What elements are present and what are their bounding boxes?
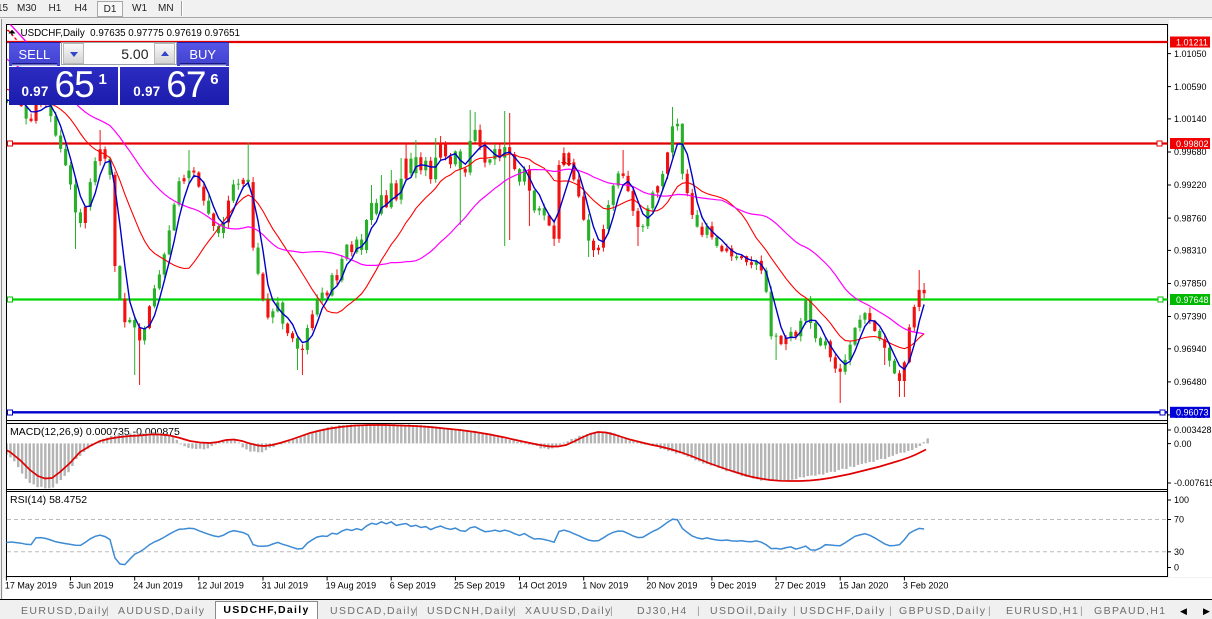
- svg-text:30: 30: [1174, 547, 1184, 557]
- svg-text:0.97850: 0.97850: [1174, 279, 1207, 289]
- svg-text:25 Sep 2019: 25 Sep 2019: [454, 581, 505, 591]
- svg-text:0.00: 0.00: [1174, 439, 1192, 449]
- svg-text:0.97648: 0.97648: [1176, 295, 1209, 305]
- svg-text:1.01050: 1.01050: [1174, 49, 1207, 59]
- svg-text:17 May 2019: 17 May 2019: [5, 581, 57, 591]
- svg-text:100: 100: [1174, 495, 1189, 505]
- svg-text:31 Jul 2019: 31 Jul 2019: [262, 581, 309, 591]
- svg-text:1 Nov 2019: 1 Nov 2019: [582, 581, 628, 591]
- svg-text:-0.007615: -0.007615: [1174, 478, 1212, 488]
- svg-text:0.98310: 0.98310: [1174, 246, 1207, 256]
- svg-text:0.96073: 0.96073: [1176, 408, 1209, 418]
- svg-text:1.01211: 1.01211: [1176, 37, 1208, 47]
- svg-text:3 Feb 2020: 3 Feb 2020: [903, 581, 949, 591]
- svg-text:12 Jul 2019: 12 Jul 2019: [197, 581, 244, 591]
- svg-text:1.00140: 1.00140: [1174, 114, 1207, 124]
- svg-text:27 Dec 2019: 27 Dec 2019: [775, 581, 826, 591]
- svg-text:6 Sep 2019: 6 Sep 2019: [390, 581, 436, 591]
- svg-text:5 Jun 2019: 5 Jun 2019: [69, 581, 114, 591]
- svg-text:1.00590: 1.00590: [1174, 82, 1207, 92]
- svg-text:15 Jan 2020: 15 Jan 2020: [839, 581, 889, 591]
- svg-text:19 Aug 2019: 19 Aug 2019: [326, 581, 377, 591]
- svg-text:70: 70: [1174, 515, 1184, 525]
- svg-text:14 Oct 2019: 14 Oct 2019: [518, 581, 567, 591]
- svg-text:0.99680: 0.99680: [1174, 147, 1207, 157]
- svg-text:9 Dec 2019: 9 Dec 2019: [710, 581, 756, 591]
- svg-text:0.96940: 0.96940: [1174, 344, 1207, 354]
- svg-text:24 Jun 2019: 24 Jun 2019: [133, 581, 183, 591]
- svg-text:0.99802: 0.99802: [1176, 139, 1209, 149]
- svg-text:20 Nov 2019: 20 Nov 2019: [646, 581, 697, 591]
- svg-text:0.003428: 0.003428: [1174, 425, 1212, 435]
- svg-text:0.96480: 0.96480: [1174, 377, 1207, 387]
- svg-text:0: 0: [1174, 563, 1179, 573]
- svg-text:0.97390: 0.97390: [1174, 312, 1207, 322]
- svg-text:0.99220: 0.99220: [1174, 180, 1207, 190]
- svg-text:0.98760: 0.98760: [1174, 213, 1207, 223]
